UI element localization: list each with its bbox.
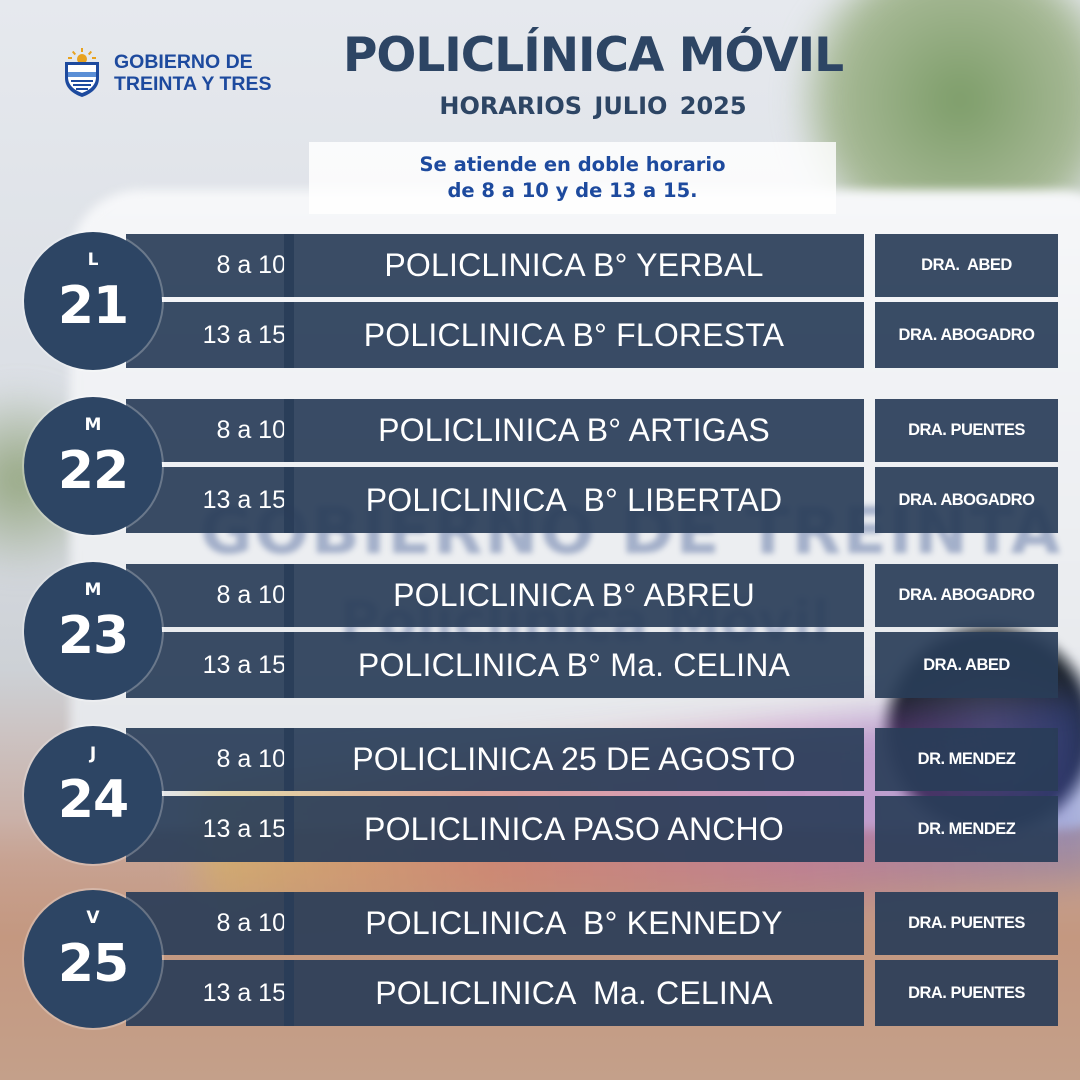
time-cell: 13 a 15 [126,632,294,698]
doctor-cell: DR. MENDEZ [875,728,1058,791]
day-block: 8 a 10 13 a 15 POLICLINICA B° YERBAL POL… [24,232,1058,370]
doctor-cell: DRA. ABOGADRO [875,302,1058,368]
doctor-label: DRA. ABOGADRO [898,325,1035,344]
location-label: POLICLINICA B° FLORESTA [363,316,785,353]
location-label: POLICLINICA 25 DE AGOSTO [352,741,796,777]
day-number: 22 [57,441,129,501]
doctor-cell: DRA. ABOGADRO [875,564,1058,627]
day-number: 24 [57,770,129,830]
weekday-letter: L [87,250,99,270]
page-subtitle: HORARIOS JULIO 2025 [439,92,747,120]
doctor-cell: DR. MENDEZ [875,796,1058,862]
day-number: 25 [57,934,129,994]
day-badge: M 22 [24,397,162,535]
day-number: 23 [57,606,129,666]
time-label: 8 a 10 [216,745,286,773]
location-cell: POLICLINICA B° KENNEDY [284,892,864,955]
location-cell: POLICLINICA PASO ANCHO [284,796,864,862]
location-cell: POLICLINICA B° ARTIGAS [284,399,864,462]
location-label: POLICLINICA B° ARTIGAS [378,412,770,448]
time-label: 13 a 15 [202,485,286,514]
doctor-cell: DRA. ABED [875,234,1058,297]
location-cell: POLICLINICA B° YERBAL [284,234,864,297]
location-cell: POLICLINICA B° LIBERTAD [284,467,864,533]
doctor-cell: DRA. PUENTES [875,399,1058,462]
location-cell: POLICLINICA 25 DE AGOSTO [284,728,864,791]
notice-line-2: de 8 a 10 y de 13 a 15. [447,179,698,202]
doctor-label: DRA. ABOGADRO [898,586,1035,604]
location-label: POLICLINICA PASO ANCHO [364,810,784,847]
doctor-label: DRA. ABED [923,655,1010,674]
location-label: POLICLINICA B° Ma. CELINA [357,646,791,683]
location-label: POLICLINICA B° KENNEDY [365,905,783,941]
doctor-cell: DRA. PUENTES [875,892,1058,955]
time-label: 13 a 15 [202,320,286,349]
time-cell: 13 a 15 [126,302,294,368]
time-cell: 8 a 10 [126,728,294,791]
doctor-label: DRA. PUENTES [908,421,1025,439]
day-badge: V 25 [24,890,162,1028]
doctor-cell: DRA. ABOGADRO [875,467,1058,533]
time-cell: 8 a 10 [126,399,294,462]
time-label: 13 a 15 [202,814,286,843]
time-cell: 13 a 15 [126,796,294,862]
time-label: 13 a 15 [202,978,286,1007]
location-label: POLICLINICA B° YERBAL [384,247,764,283]
government-logo: GOBIERNO DE TREINTA Y TRES [60,48,271,98]
weekday-letter: V [86,908,100,928]
day-badge: L 21 [24,232,162,370]
coat-of-arms-icon [65,48,99,97]
logo-line-2: TREINTA Y TRES [114,73,272,95]
day-number: 21 [57,276,129,336]
doctor-label: DRA. ABED [921,256,1012,274]
time-label: 8 a 10 [216,581,286,609]
location-label: POLICLINICA Ma. CELINA [375,974,773,1011]
time-label: 8 a 10 [216,251,286,279]
location-cell: POLICLINICA B° Ma. CELINA [284,632,864,698]
day-block: 8 a 10 13 a 15 POLICLINICA B° ARTIGAS PO… [24,397,1058,535]
location-cell: POLICLINICA B° ABREU [284,564,864,627]
day-badge: J 24 [24,726,162,864]
location-cell: POLICLINICA B° FLORESTA [284,302,864,368]
doctor-label: DR. MENDEZ [917,750,1016,768]
doctor-cell: DRA. PUENTES [875,960,1058,1026]
location-label: POLICLINICA B° ABREU [393,577,755,613]
doctor-cell: DRA. ABED [875,632,1058,698]
doctor-label: DRA. PUENTES [908,914,1025,932]
day-badge: M 23 [24,562,162,700]
weekday-letter: M [84,415,102,435]
schedule-notice: Se atiende en doble horario de 8 a 10 y … [309,142,836,214]
day-block: 8 a 10 13 a 15 POLICLINICA 25 DE AGOSTO … [24,726,1058,864]
doctor-label: DRA. ABOGADRO [898,490,1035,509]
page-title: POLICLÍNICA MÓVIL [342,28,844,83]
doctor-label: DR. MENDEZ [917,819,1016,838]
time-label: 8 a 10 [216,416,286,444]
logo-line-1: GOBIERNO DE [114,51,253,73]
location-cell: POLICLINICA Ma. CELINA [284,960,864,1026]
day-block: 8 a 10 13 a 15 POLICLINICA B° ABREU POLI… [24,562,1058,700]
day-block: 8 a 10 13 a 15 POLICLINICA B° KENNEDY PO… [24,890,1058,1028]
location-label: POLICLINICA B° LIBERTAD [365,481,783,518]
time-label: 13 a 15 [202,650,286,679]
notice-line-1: Se atiende en doble horario [419,153,726,176]
time-label: 8 a 10 [216,909,286,937]
weekday-letter: J [89,744,97,764]
doctor-label: DRA. PUENTES [908,983,1025,1002]
weekday-letter: M [84,580,102,600]
